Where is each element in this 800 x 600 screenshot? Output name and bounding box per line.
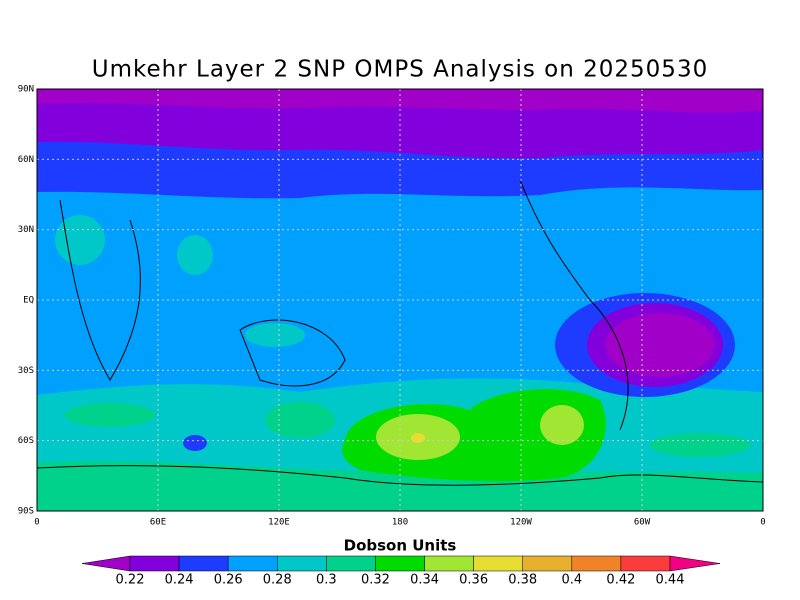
coastline xyxy=(59,199,141,381)
colorbar-label: 0.22 xyxy=(116,573,145,588)
grid xyxy=(37,89,763,511)
field-region xyxy=(650,433,750,457)
lon-label: 120W xyxy=(510,518,532,528)
colorbar-arrow xyxy=(81,555,131,572)
colorbar-label: 0.28 xyxy=(263,573,292,588)
field-region xyxy=(540,405,584,445)
colorbar-label: 0.26 xyxy=(214,573,243,588)
colorbar-swatch xyxy=(326,555,376,572)
colorbar-swatch xyxy=(473,555,523,572)
lon-label: 60E xyxy=(150,518,166,528)
colorbar-label: 0.32 xyxy=(361,573,390,588)
colorbar-swatch xyxy=(424,555,474,572)
lat-label: 90S xyxy=(18,507,34,517)
field-region xyxy=(45,435,95,455)
field-region xyxy=(65,403,155,427)
lat-label: 90N xyxy=(18,85,34,95)
colorbar-title: Dobson Units xyxy=(344,537,457,555)
colorbar-label: 0.3 xyxy=(316,573,337,588)
field-region xyxy=(183,435,207,451)
lon-label: 60W xyxy=(634,518,651,528)
lat-label: 30N xyxy=(18,225,34,235)
colorbar-arrow xyxy=(669,555,721,572)
field-region xyxy=(265,402,335,438)
map-frame xyxy=(36,88,764,512)
lon-label: 120E xyxy=(268,518,290,528)
lat-label: EQ xyxy=(23,296,34,306)
lon-label: 180 xyxy=(392,518,408,528)
title: Umkehr Layer 2 SNP OMPS Analysis on 2025… xyxy=(92,57,708,83)
colorbar: 0.22 0.24 0.26 0.28 0.3 0.32 0.34 0.36 0.38 0.4 0.… xyxy=(81,555,721,588)
colorbar-swatch xyxy=(522,555,573,572)
colorbar-swatch xyxy=(620,555,671,572)
colorbar-swatch xyxy=(571,555,622,572)
colorbar-label: 0.34 xyxy=(410,573,439,588)
colorbar-swatch xyxy=(178,555,229,572)
coastline xyxy=(239,319,346,387)
coastline xyxy=(519,179,629,431)
field-region xyxy=(37,461,763,511)
field-region xyxy=(177,235,213,275)
lat-label: 60S xyxy=(18,436,34,446)
colorbar-label: 0.38 xyxy=(508,573,537,588)
colorbar-label: 0.36 xyxy=(459,573,488,588)
field-region xyxy=(245,323,305,347)
colorbar-label: 0.24 xyxy=(165,573,194,588)
lat-label: 30S xyxy=(18,366,34,376)
colorbar-label: 0.4 xyxy=(561,573,582,588)
lat-label: 60N xyxy=(18,155,34,165)
field-region xyxy=(411,433,425,443)
field-region xyxy=(55,215,105,265)
colorbar-swatch xyxy=(227,555,278,572)
lon-label: 0 xyxy=(760,518,765,528)
colorbar-label: 0.44 xyxy=(656,573,685,588)
coastline xyxy=(37,465,763,486)
colorbar-label: 0.42 xyxy=(606,573,635,588)
colorbar-swatch xyxy=(375,555,425,572)
colorbar-swatch xyxy=(277,555,327,572)
lon-label: 0 xyxy=(34,518,39,528)
field-region xyxy=(605,313,715,377)
colorbar-swatch xyxy=(129,555,180,572)
